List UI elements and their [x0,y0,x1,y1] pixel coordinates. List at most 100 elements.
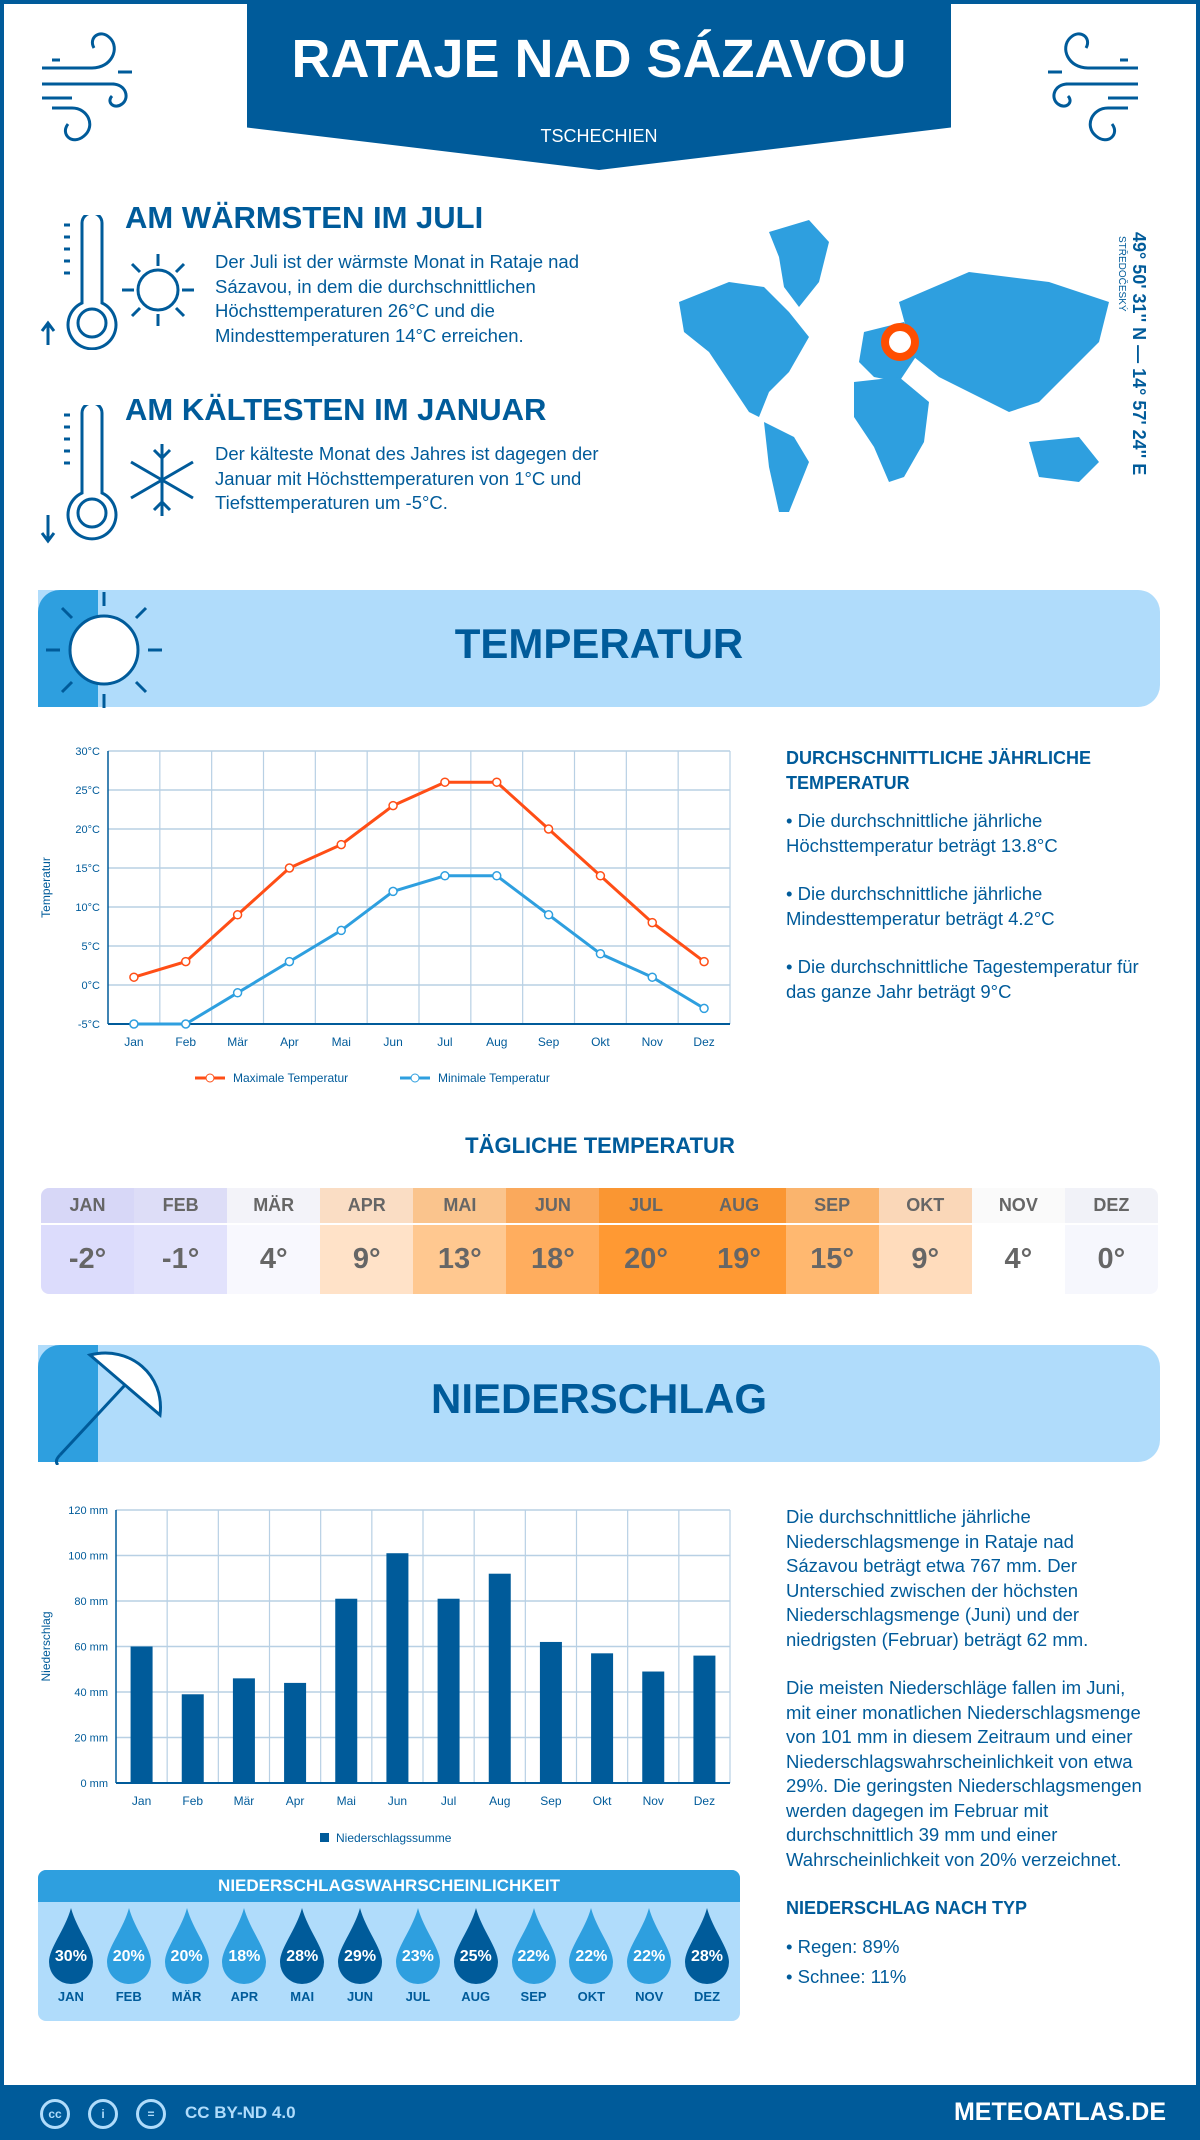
legend-marker [205,1073,215,1083]
legend-marker [410,1073,420,1083]
probability-value: 22% [633,1948,666,1965]
daily-temp-column: FEB -1° [134,1188,228,1294]
data-point [336,925,346,936]
daily-temp-column: MAI 13° [413,1188,507,1294]
probability-item: 30% JAN [42,1908,100,2004]
probability-item: 29% JUN [331,1908,389,2004]
temp-value: 4° [259,1243,288,1275]
x-tick-label: Feb [175,1035,196,1049]
brand-link[interactable]: METEOATLAS.DE [953,2098,1166,2126]
daily-temp-column: JUN 18° [506,1188,600,1294]
x-tick-label: Jul [441,1794,456,1808]
precipitation-heading: NIEDERSCHLAG [430,1375,768,1422]
y-tick-label: 80 mm [74,1596,108,1608]
data-point [595,871,606,881]
y-axis-title: Temperatur [39,857,53,918]
legend-label: Niederschlagssumme [336,1831,452,1845]
month-label: JUL [405,1989,431,2004]
bar [693,1655,716,1783]
month-label: JUN [347,1989,374,2004]
y-tick-label: 100 mm [68,1551,108,1563]
x-tick-label: Jun [388,1794,407,1808]
probability-item: 22% SEP [505,1908,563,2004]
month-label: AUG [461,1989,491,2004]
probability-title: NIEDERSCHLAGSWAHRSCHEINLICHKEIT [38,1870,740,1902]
x-tick-label: Apr [286,1794,305,1808]
no-derivatives-icon: = [136,2099,166,2129]
month-label: DEZ [694,1989,721,2004]
probability-item: 22% NOV [620,1908,678,2004]
x-tick-label: Sep [538,1035,560,1049]
daily-temp-column: DEZ 0° [1064,1188,1158,1294]
y-tick-label: 20 mm [74,1733,108,1745]
temp-value: -1° [161,1243,200,1275]
x-tick-label: Nov [643,1794,664,1808]
month-label: JAN [41,1188,135,1225]
legend-swatch [320,1833,329,1842]
probability-item: 22% OKT [562,1908,620,2004]
daily-temp-column: MÄR 4° [227,1188,321,1294]
precip-type-title: NIEDERSCHLAG NACH TYP [786,1898,1028,1918]
daily-temp-column: NOV 4° [971,1188,1065,1294]
raindrop-icon [338,1908,383,1984]
region-label: STŘEDOČESKÝ [1116,236,1127,312]
daily-temp-column: OKT 9° [878,1188,972,1294]
x-tick-label: Aug [486,1035,507,1049]
precip-paragraph: Die meisten Niederschläge fallen im Juni… [786,1677,1142,1870]
raindrop-icon [511,1908,556,1984]
y-tick-label: 120 mm [68,1505,108,1517]
x-tick-label: Mai [332,1035,351,1049]
data-point [492,777,502,787]
temp-value: 19° [717,1243,762,1275]
data-point [543,910,554,920]
raindrop-icon [395,1908,440,1984]
probability-item: 23% JUL [389,1908,447,2004]
data-point [492,871,502,881]
month-label: MAI [413,1188,507,1225]
x-tick-label: Mär [227,1035,248,1049]
data-point [699,956,709,967]
data-point [647,917,657,928]
month-label: APR [230,1989,259,2004]
warmest-title: AM WÄRMSTEN IM JULI [125,200,484,235]
x-tick-label: Feb [182,1794,203,1808]
probability-value: 28% [691,1948,724,1965]
data-point [284,956,295,967]
month-label: FEB [134,1188,228,1225]
x-tick-label: Nov [642,1035,663,1049]
daily-temp-column: SEP 15° [785,1188,879,1294]
data-point [388,886,398,897]
daily-temp-column: JUL 20° [599,1188,693,1294]
bar [284,1682,307,1783]
attribution-icon: i [88,2099,118,2129]
license-link[interactable]: CC BY-ND 4.0 [185,2103,296,2122]
x-tick-label: Mär [234,1794,255,1808]
temperature-heading: TEMPERATUR [454,620,744,667]
country-label: TSCHECHIEN [540,126,658,146]
data-point [129,972,139,982]
summary-bullet: • Die durchschnittliche jährliche Mindes… [786,883,1055,929]
month-label: NOV [971,1188,1065,1225]
month-label: FEB [115,1989,142,2004]
probability-item: 25% AUG [447,1908,505,2004]
month-label: OKT [878,1188,972,1225]
raindrop-icon [453,1908,498,1984]
daily-temperature-title: TÄGLICHE TEMPERATUR [465,1133,735,1158]
month-label: SEP [785,1188,879,1225]
banner-accent [38,1345,98,1462]
precip-paragraph: Die durchschnittliche jährliche Niedersc… [786,1506,1089,1650]
month-label: MÄR [171,1989,202,2004]
data-point [129,1019,139,1029]
probability-value: 18% [228,1948,261,1965]
wind-icon [1048,32,1138,142]
thermometer-cold-icon [40,405,118,544]
month-label: MÄR [227,1188,321,1225]
month-label: JUN [506,1188,600,1225]
bar [386,1553,409,1783]
y-tick-label: -5°C [78,1019,100,1031]
month-label: APR [320,1188,414,1225]
bar [591,1653,614,1783]
x-tick-label: Aug [489,1794,510,1808]
probability-value: 23% [401,1948,434,1965]
y-tick-label: 25°C [75,785,100,797]
